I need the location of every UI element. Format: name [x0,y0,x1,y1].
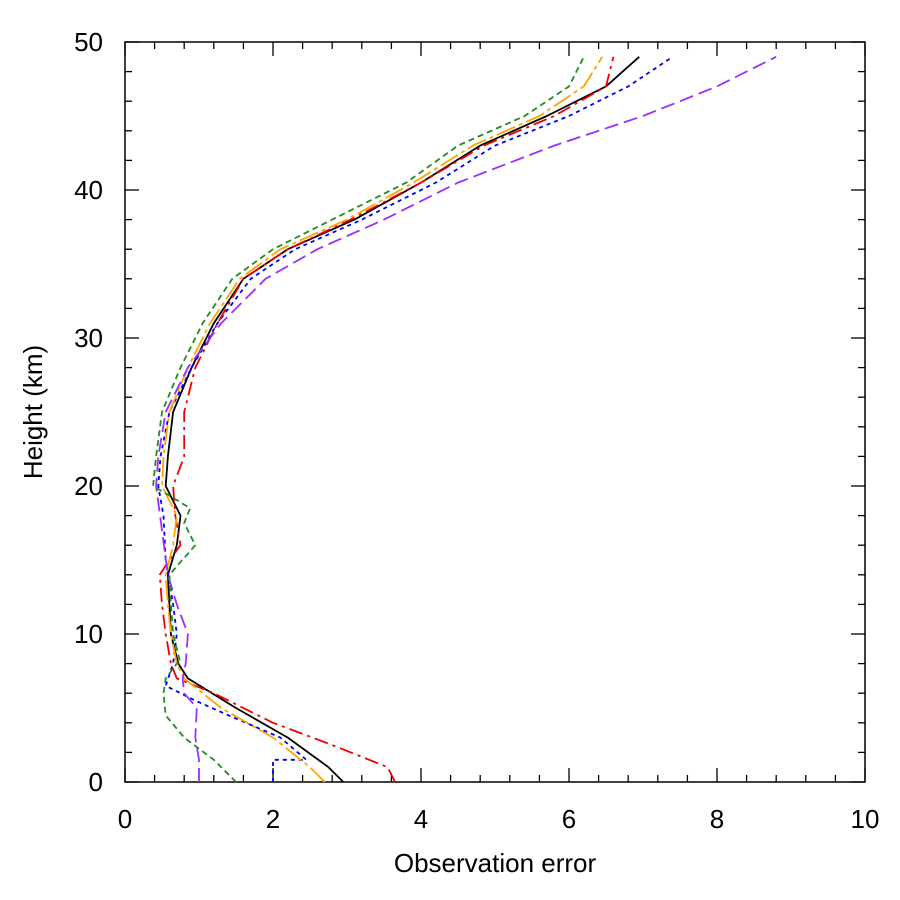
series-line-1 [164,56,640,783]
x-tick-label: 0 [118,804,132,834]
series-line-2 [157,56,674,782]
y-tick-label: 20 [74,471,103,501]
series-line-3 [158,56,615,783]
x-tick-label: 10 [851,804,880,834]
y-tick-label: 40 [74,175,103,205]
axis-ticks [124,41,866,783]
x-axis-label: Observation error [394,848,597,878]
series-lines [152,55,777,783]
y-tick-label: 0 [89,767,103,797]
plot-frame [124,41,866,783]
series-line-5 [155,55,777,782]
x-tick-label: 8 [710,804,724,834]
x-tick-label: 4 [414,804,428,834]
y-tick-label: 50 [74,27,103,57]
x-tick-label: 2 [266,804,280,834]
x-tick-label: 6 [562,804,576,834]
y-tick-label: 30 [74,323,103,353]
series-line-4 [161,56,604,783]
tick-labels: 0 2 4 6 8 10 0 10 20 30 40 50 [74,27,879,834]
series-line-6 [152,56,585,783]
y-axis-label: Height (km) [18,345,48,479]
y-tick-label: 10 [74,619,103,649]
